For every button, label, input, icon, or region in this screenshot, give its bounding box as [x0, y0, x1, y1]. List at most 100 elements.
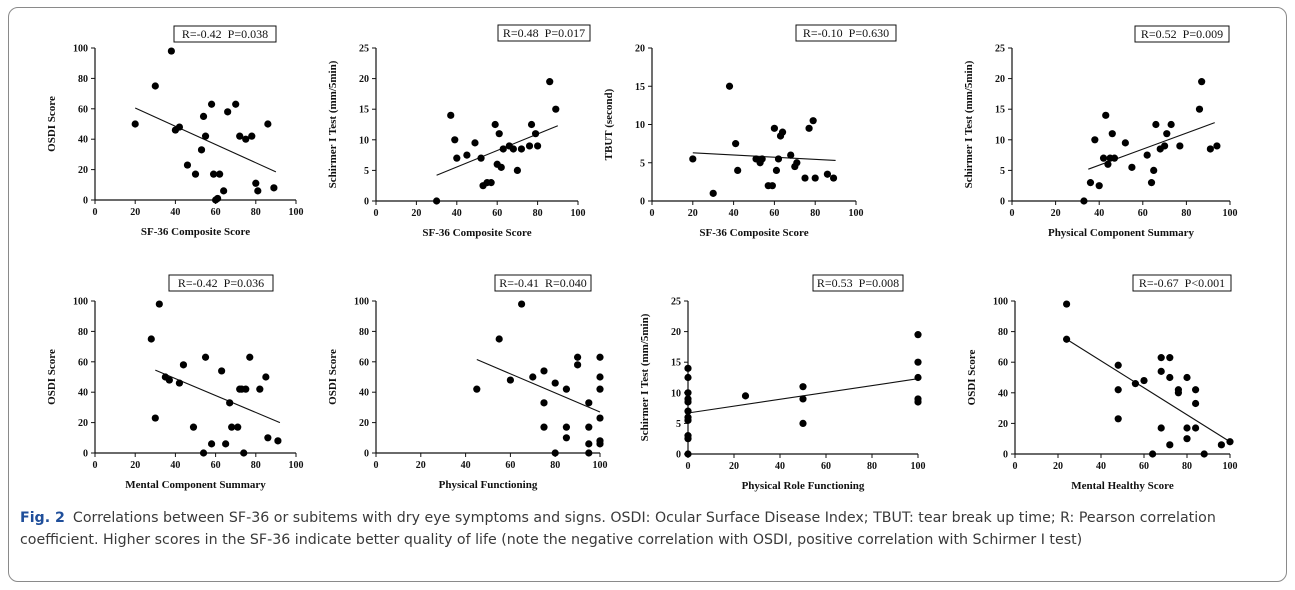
data-point: [709, 189, 717, 197]
data-point: [167, 47, 175, 55]
data-point: [799, 419, 807, 427]
scatter-panel-8: 0 20 40 60 80 100 0 20 40 60 80 100 Mental Healthy S…: [966, 274, 1238, 492]
x-tick-label: 80: [810, 208, 820, 219]
data-point: [793, 159, 801, 167]
data-point: [216, 170, 224, 178]
x-tick-label: 60: [821, 461, 831, 472]
data-point: [596, 373, 604, 381]
data-point: [725, 82, 734, 90]
data-point: [596, 414, 604, 422]
figure-frame: [8, 7, 1287, 582]
caption-label: Fig. 2: [20, 510, 65, 526]
y-tick-label: 60: [78, 357, 88, 368]
data-point: [491, 120, 499, 129]
x-tick-label: 40: [775, 461, 785, 472]
data-point: [155, 300, 163, 308]
data-point: [220, 187, 228, 195]
y-tick-label: 10: [995, 135, 1005, 146]
data-point: [787, 151, 795, 159]
data-point: [684, 450, 692, 458]
data-point: [270, 184, 278, 192]
y-tick-label: 60: [78, 104, 88, 115]
scatter-panel-7: 0 20 40 60 80 100 0 5 10 15 20 25 Physical Role Func…: [639, 274, 926, 492]
y-tick-label: 100: [993, 297, 1008, 308]
data-point: [770, 124, 779, 132]
data-point: [433, 197, 441, 205]
data-point: [218, 367, 226, 375]
x-tick-label: 0: [1013, 461, 1018, 472]
scatter-panel-2: 0 20 40 60 80 100 0 5 10 15 20 25 SF-36 Composite Sc…: [327, 24, 591, 239]
data-point: [262, 373, 270, 381]
data-point: [1166, 373, 1174, 382]
y-tick-label: 15: [671, 358, 681, 369]
data-point: [175, 379, 184, 387]
x-tick-label: 0: [686, 461, 691, 472]
data-point: [495, 130, 503, 138]
data-point: [585, 423, 593, 431]
data-point: [256, 385, 264, 393]
y-axis-title: OSDI Score: [327, 349, 339, 405]
data-point: [189, 423, 198, 431]
data-point: [1174, 389, 1182, 397]
y-tick-label: 40: [998, 388, 1008, 399]
data-point: [1206, 145, 1214, 153]
y-tick-label: 20: [998, 419, 1008, 430]
data-point: [495, 335, 503, 343]
y-tick-label: 0: [640, 197, 645, 208]
data-point: [1192, 386, 1200, 394]
stat-box: [795, 24, 897, 42]
data-point: [214, 194, 222, 203]
data-point: [165, 376, 173, 384]
y-tick-label: 40: [78, 135, 88, 146]
data-point: [1166, 441, 1174, 449]
data-point: [224, 108, 232, 116]
data-point: [551, 449, 559, 457]
data-point: [264, 434, 272, 442]
x-tick-label: 0: [374, 460, 379, 471]
data-point: [1161, 142, 1169, 150]
y-tick-label: 40: [78, 388, 88, 399]
x-tick-label: 80: [251, 207, 261, 218]
data-point: [574, 361, 582, 369]
data-point: [1121, 139, 1129, 147]
data-point: [1176, 142, 1184, 150]
x-tick-label: 0: [93, 460, 98, 471]
data-point: [562, 385, 571, 393]
x-tick-label: 0: [93, 207, 98, 218]
data-point: [1183, 373, 1191, 382]
x-tick-label: 100: [1223, 461, 1238, 472]
x-tick-label: 60: [1138, 208, 1148, 219]
x-axis-title: SF-36 Composite Score: [422, 227, 531, 239]
y-tick-label: 60: [359, 357, 369, 368]
data-point: [228, 423, 236, 431]
data-point: [562, 434, 571, 442]
stat-label: R=0.48 P=0.017: [503, 26, 585, 40]
data-point: [585, 440, 593, 448]
x-axis-title: Mental Healthy Score: [1071, 480, 1174, 492]
scatter-panel-1: 0 20 40 60 80 100 0 20 40 60 80 100 SF-36 Composite …: [46, 25, 304, 238]
data-point: [1128, 163, 1136, 171]
data-point: [574, 353, 582, 361]
y-tick-label: 5: [1000, 166, 1005, 177]
y-tick-label: 25: [359, 44, 369, 55]
data-point: [209, 170, 218, 178]
caption-text: Correlations between SF-36 or subitems w…: [20, 510, 1216, 548]
stat-label: R=-0.67 P<0.001: [1139, 276, 1225, 290]
data-point: [684, 389, 692, 397]
y-tick-label: 15: [359, 105, 369, 116]
y-tick-label: 0: [676, 450, 681, 461]
data-point: [1217, 441, 1225, 449]
data-point: [1104, 160, 1112, 168]
data-point: [758, 155, 766, 163]
data-point: [829, 174, 838, 182]
x-tick-label: 40: [729, 208, 739, 219]
x-tick-label: 40: [461, 460, 471, 471]
y-tick-label: 0: [83, 449, 88, 460]
data-point: [1198, 78, 1206, 86]
data-point: [684, 373, 692, 382]
data-point: [540, 367, 548, 375]
y-tick-label: 40: [359, 388, 369, 399]
data-point: [768, 182, 776, 190]
figure-caption: Fig. 2 Correlations between SF-36 or subi…: [20, 507, 1275, 551]
data-point: [596, 440, 604, 448]
